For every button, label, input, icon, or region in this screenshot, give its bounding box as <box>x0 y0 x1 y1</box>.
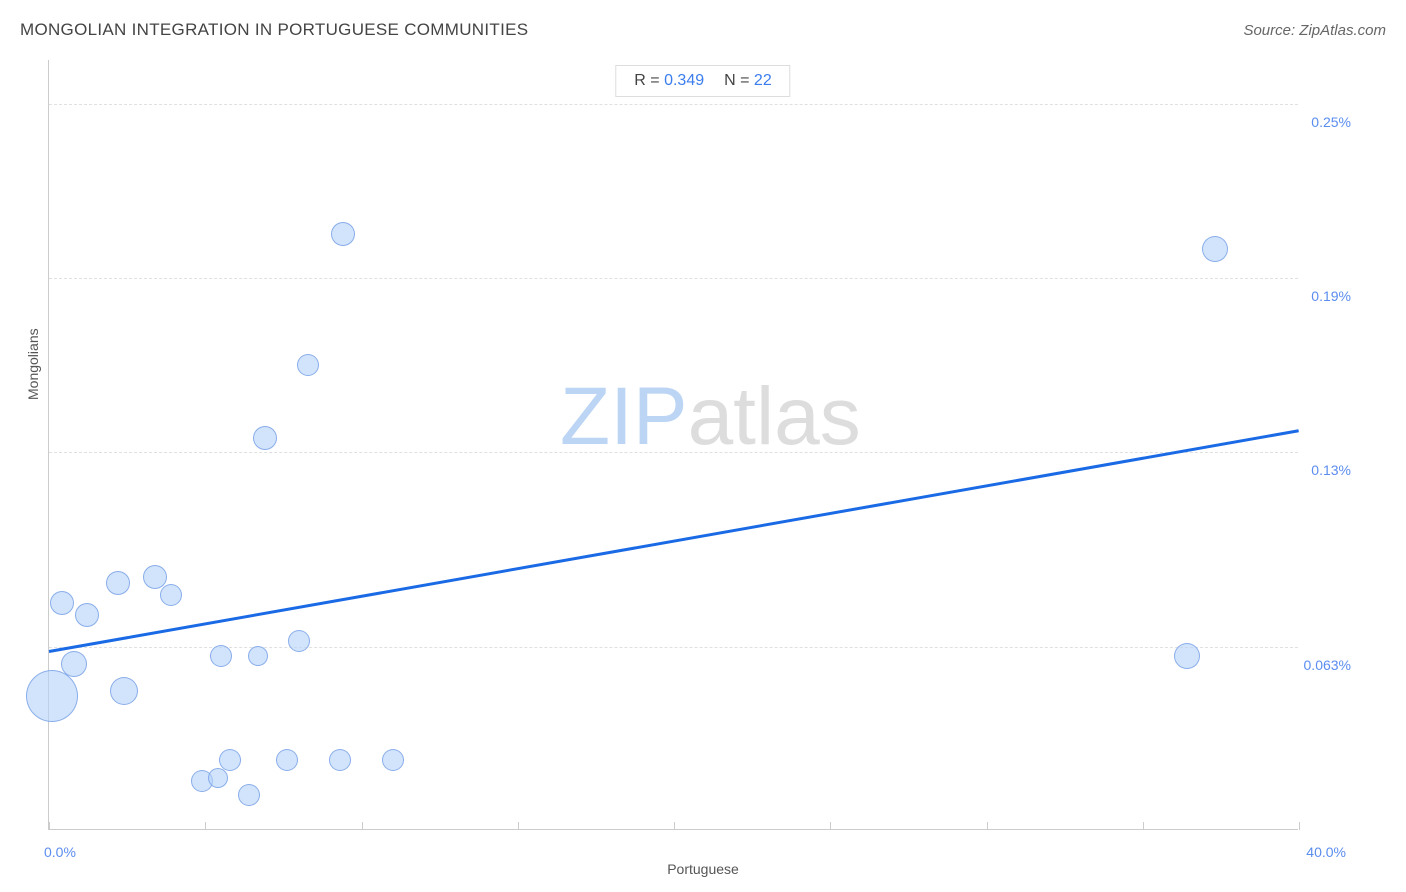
data-point <box>26 670 78 722</box>
x-tick <box>830 822 831 830</box>
grid-line <box>49 452 1298 453</box>
y-tick-label: 0.19% <box>1311 288 1351 304</box>
x-tick <box>362 822 363 830</box>
x-tick <box>205 822 206 830</box>
data-point <box>61 651 87 677</box>
source-credit: Source: ZipAtlas.com <box>1243 22 1386 39</box>
r-stat: R = 0.349 <box>634 72 704 90</box>
y-tick-label: 0.063% <box>1304 657 1351 673</box>
n-stat: N = 22 <box>724 72 772 90</box>
x-axis-max: 40.0% <box>1306 844 1346 860</box>
data-point <box>1174 643 1200 669</box>
grid-line <box>49 104 1298 105</box>
y-tick-label: 0.25% <box>1311 114 1351 130</box>
data-point <box>253 426 277 450</box>
data-point <box>248 646 268 666</box>
trend-line <box>49 429 1300 653</box>
x-tick <box>1299 822 1300 830</box>
data-point <box>238 784 260 806</box>
data-point <box>50 591 74 615</box>
x-tick <box>518 822 519 830</box>
data-point <box>208 768 228 788</box>
x-tick <box>987 822 988 830</box>
data-point <box>106 571 130 595</box>
data-point <box>276 749 298 771</box>
data-point <box>1202 236 1228 262</box>
x-tick <box>49 822 50 830</box>
data-point <box>110 677 138 705</box>
y-tick-label: 0.13% <box>1311 462 1351 478</box>
data-point <box>288 630 310 652</box>
x-axis-label: Portuguese <box>667 861 739 877</box>
data-point <box>331 222 355 246</box>
stats-box: R = 0.349 N = 22 <box>615 65 790 97</box>
grid-line <box>49 278 1298 279</box>
data-point <box>75 603 99 627</box>
data-point <box>382 749 404 771</box>
grid-line <box>49 647 1298 648</box>
chart-title: MONGOLIAN INTEGRATION IN PORTUGUESE COMM… <box>20 20 528 40</box>
data-point <box>160 584 182 606</box>
scatter-chart <box>48 60 1298 830</box>
x-tick <box>1143 822 1144 830</box>
data-point <box>329 749 351 771</box>
x-axis-min: 0.0% <box>44 844 76 860</box>
x-tick <box>674 822 675 830</box>
data-point <box>297 354 319 376</box>
y-axis-label: Mongolians <box>25 328 41 400</box>
data-point <box>219 749 241 771</box>
data-point <box>210 645 232 667</box>
